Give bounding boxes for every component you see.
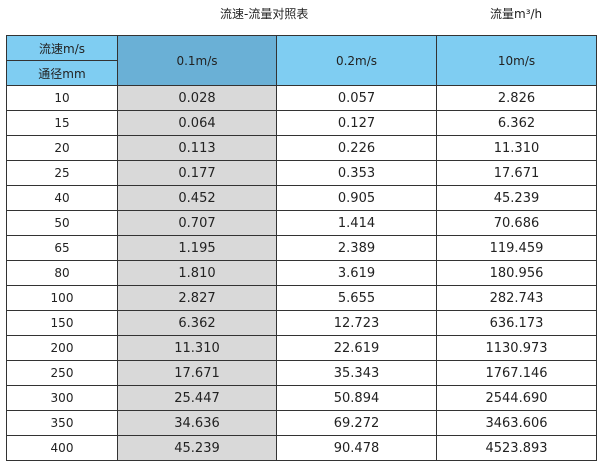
- flow-cell: 2.389: [276, 235, 437, 261]
- table-row: 80 1.810 3.619 180.956: [6, 260, 597, 286]
- flow-cell: 0.177: [117, 160, 277, 186]
- flow-cell: 17.671: [436, 160, 597, 186]
- diameter-cell: 65: [6, 235, 118, 261]
- flow-cell: 69.272: [276, 410, 437, 436]
- diameter-cell: 20: [6, 135, 118, 161]
- diameter-label: 通径mm: [6, 60, 118, 86]
- flow-cell: 90.478: [276, 435, 437, 461]
- table-row: 15 0.064 0.127 6.362: [6, 110, 597, 136]
- diameter-cell: 250: [6, 360, 118, 386]
- diameter-cell: 200: [6, 335, 118, 361]
- header-row: 通径mm: [6, 60, 597, 86]
- table-row: 65 1.195 2.389 119.459: [6, 235, 597, 261]
- flow-cell: 0.226: [276, 135, 437, 161]
- table-row: 300 25.447 50.894 2544.690: [6, 385, 597, 411]
- diameter-cell: 300: [6, 385, 118, 411]
- table-title: 流速-流量对照表: [220, 7, 309, 21]
- diameter-cell: 100: [6, 285, 118, 311]
- flow-cell: 1.810: [117, 260, 277, 286]
- table-row: 20 0.113 0.226 11.310: [6, 135, 597, 161]
- flow-cell: 35.343: [276, 360, 437, 386]
- flow-cell: 45.239: [117, 435, 277, 461]
- table-row: 400 45.239 90.478 4523.893: [6, 435, 597, 461]
- diameter-cell: 10: [6, 85, 118, 111]
- velocity-label: 流速m/s: [6, 35, 118, 61]
- diameter-cell: 400: [6, 435, 118, 461]
- flow-cell: 636.173: [436, 310, 597, 336]
- flow-cell: 2.826: [436, 85, 597, 111]
- table-row: 50 0.707 1.414 70.686: [6, 210, 597, 236]
- flow-cell: 2.827: [117, 285, 277, 311]
- flow-cell: 282.743: [436, 285, 597, 311]
- flow-cell: 6.362: [117, 310, 277, 336]
- diameter-cell: 150: [6, 310, 118, 336]
- header-row: 流速m/s 0.1m/s 0.2m/s 10m/s: [6, 35, 597, 86]
- flow-cell: 45.239: [436, 185, 597, 211]
- table-row: 200 11.310 22.619 1130.973: [6, 335, 597, 361]
- diameter-cell: 40: [6, 185, 118, 211]
- flow-cell: 2544.690: [436, 385, 597, 411]
- flow-cell: 34.636: [117, 410, 277, 436]
- flow-cell: 1.414: [276, 210, 437, 236]
- flow-cell: 0.113: [117, 135, 277, 161]
- table-row: 350 34.636 69.272 3463.606: [6, 410, 597, 436]
- table-row: 10 0.028 0.057 2.826: [6, 85, 597, 111]
- flow-cell: 0.353: [276, 160, 437, 186]
- flow-cell: 1767.146: [436, 360, 597, 386]
- column-header: 10m/s: [436, 35, 597, 86]
- diameter-cell: 15: [6, 110, 118, 136]
- diameter-cell: 25: [6, 160, 118, 186]
- flow-rate-table: 流速m/s 0.1m/s 0.2m/s 10m/s 通径mm 10 0.028 0.…: [6, 35, 597, 461]
- flow-cell: 22.619: [276, 335, 437, 361]
- table-row: 150 6.362 12.723 636.173: [6, 310, 597, 336]
- flow-cell: 25.447: [117, 385, 277, 411]
- flow-cell: 50.894: [276, 385, 437, 411]
- flow-cell: 0.057: [276, 85, 437, 111]
- flow-cell: 0.905: [276, 185, 437, 211]
- flow-cell: 12.723: [276, 310, 437, 336]
- unit-label: 流量m³/h: [490, 7, 543, 21]
- table-row: 40 0.452 0.905 45.239: [6, 185, 597, 211]
- flow-cell: 180.956: [436, 260, 597, 286]
- flow-cell: 0.707: [117, 210, 277, 236]
- flow-cell: 119.459: [436, 235, 597, 261]
- diameter-cell: 50: [6, 210, 118, 236]
- flow-cell: 6.362: [436, 110, 597, 136]
- flow-cell: 0.127: [276, 110, 437, 136]
- flow-cell: 1.195: [117, 235, 277, 261]
- column-header: 0.1m/s: [117, 35, 277, 86]
- flow-cell: 11.310: [117, 335, 277, 361]
- table-row: 250 17.671 35.343 1767.146: [6, 360, 597, 386]
- flow-cell: 11.310: [436, 135, 597, 161]
- flow-cell: 70.686: [436, 210, 597, 236]
- flow-cell: 0.064: [117, 110, 277, 136]
- diameter-cell: 80: [6, 260, 118, 286]
- flow-cell: 3463.606: [436, 410, 597, 436]
- flow-cell: 0.452: [117, 185, 277, 211]
- flow-cell: 3.619: [276, 260, 437, 286]
- diameter-cell: 350: [6, 410, 118, 436]
- flow-cell: 5.655: [276, 285, 437, 311]
- flow-cell: 17.671: [117, 360, 277, 386]
- flow-cell: 4523.893: [436, 435, 597, 461]
- flow-cell: 0.028: [117, 85, 277, 111]
- column-header: 0.2m/s: [276, 35, 437, 86]
- table-row: 25 0.177 0.353 17.671: [6, 160, 597, 186]
- table-row: 100 2.827 5.655 282.743: [6, 285, 597, 311]
- flow-cell: 1130.973: [436, 335, 597, 361]
